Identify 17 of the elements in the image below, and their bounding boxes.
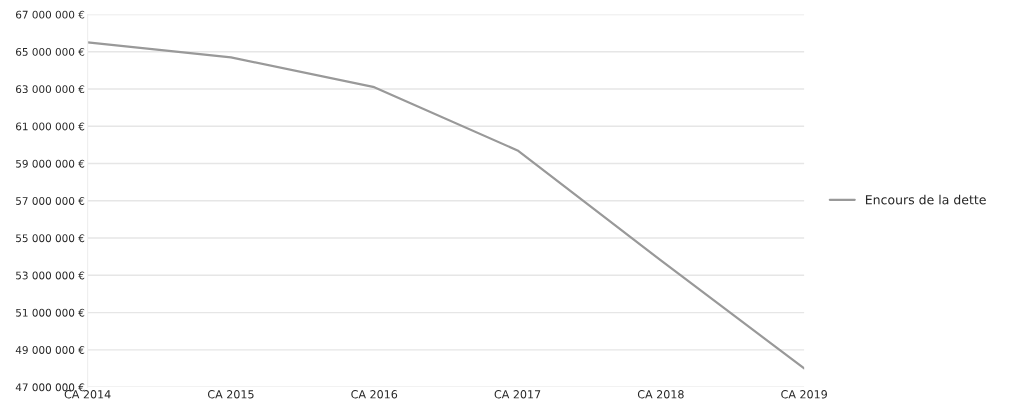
x-tick-label: CA 2017 (494, 390, 541, 399)
x-tick-label: CA 2015 (207, 390, 254, 399)
y-tick-label: 61 000 000 € (16, 122, 85, 131)
y-tick-label: 55 000 000 € (16, 234, 85, 243)
y-tick-label: 53 000 000 € (16, 271, 85, 280)
y-tick-label: 67 000 000 € (16, 10, 85, 19)
line-series (87, 41, 805, 370)
y-tick-label: 59 000 000 € (16, 159, 85, 168)
x-tick-label: CA 2019 (781, 390, 827, 399)
y-tick-label: 57 000 000 € (16, 197, 85, 205)
y-tick-label: 65 000 000 € (16, 47, 85, 56)
y-tick-label: 63 000 000 € (16, 85, 85, 94)
x-tick-label: CA 2018 (637, 390, 684, 399)
y-tick-label: 49 000 000 € (15, 346, 85, 354)
legend-label: Encours de la dette (865, 194, 986, 205)
y-tick-label: 51 000 000 € (16, 308, 85, 317)
x-tick-label: CA 2016 (351, 390, 398, 399)
